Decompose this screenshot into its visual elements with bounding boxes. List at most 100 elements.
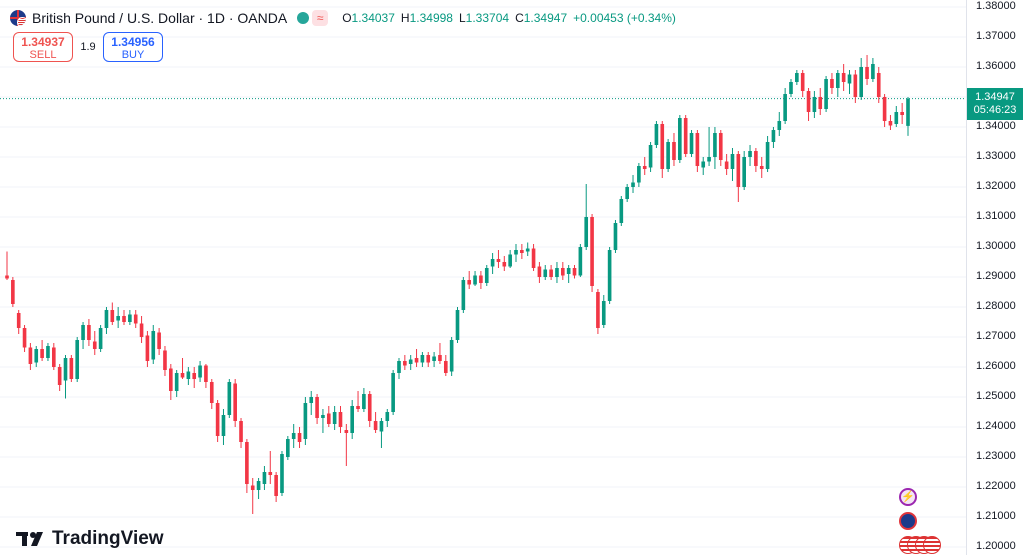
candle <box>438 343 442 364</box>
candle <box>841 64 846 91</box>
candle <box>5 251 9 280</box>
candle-body-down <box>818 97 823 109</box>
candle <box>800 70 805 97</box>
candle <box>754 148 758 172</box>
candle <box>268 451 273 484</box>
candle <box>678 115 682 163</box>
candle <box>666 139 670 172</box>
candle-body-up <box>34 349 39 363</box>
candle-body-up <box>63 358 68 381</box>
candle <box>104 307 109 334</box>
candle <box>280 451 284 496</box>
candle <box>707 127 711 166</box>
candle <box>830 73 834 94</box>
candle-body-up <box>309 397 314 403</box>
candle-body-down <box>443 361 448 373</box>
candle <box>397 358 401 379</box>
candle-body-up <box>742 157 746 187</box>
candle-body-down <box>806 91 811 112</box>
candle-body-down <box>736 154 741 187</box>
price-axis-label: 1.32000 <box>976 180 1016 192</box>
gbpusd-flag-icon <box>10 10 26 26</box>
candle <box>625 184 629 202</box>
candle-body-down <box>157 332 161 349</box>
market-status-pill[interactable]: ≈ <box>297 10 329 26</box>
candle <box>426 352 431 367</box>
candle-body-up <box>847 74 852 84</box>
candle-body-down <box>537 266 542 277</box>
candle-body-down <box>830 79 834 88</box>
candle-body-up <box>777 121 782 130</box>
candle-body-down <box>426 355 431 363</box>
us-event-icon[interactable] <box>923 536 941 554</box>
price-axis-label: 1.37000 <box>976 30 1016 42</box>
candle-body-down <box>865 67 869 79</box>
close-value: 1.34947 <box>523 11 568 25</box>
candle <box>853 70 858 103</box>
uk-event-icon[interactable] <box>899 512 917 530</box>
candle-body-up <box>455 310 460 340</box>
candle <box>484 265 489 286</box>
candle-body-up <box>420 355 425 363</box>
candle-body-down <box>250 485 255 490</box>
candle <box>326 406 331 427</box>
candle-body-down <box>274 475 278 496</box>
candle-body-down <box>759 166 764 169</box>
candle-body-down <box>133 314 138 324</box>
lightning-event-icon[interactable]: ⚡ <box>899 488 917 506</box>
open-value: 1.34037 <box>351 11 395 25</box>
candle-body-down <box>11 280 15 304</box>
candle <box>443 355 448 376</box>
candle <box>549 265 553 280</box>
candle <box>344 424 349 466</box>
trade-panel: 1.34937 SELL 1.9 1.34956 BUY <box>13 32 163 62</box>
candle-body-up <box>81 325 85 340</box>
candle-body-up <box>748 151 752 157</box>
candle-body-down <box>479 275 483 283</box>
candle-body-up <box>350 406 355 433</box>
ohlc-values: O1.34037 H1.34998 L1.33704 C1.34947 +0.0… <box>342 11 676 25</box>
candle-body-up <box>795 73 799 82</box>
candle <box>525 242 530 256</box>
candle <box>531 244 536 271</box>
candle-body-up <box>601 301 606 325</box>
candle <box>192 367 197 388</box>
candle-body-down <box>239 421 243 442</box>
candle <box>297 427 302 448</box>
price-axis-label: 1.30000 <box>976 240 1016 252</box>
candle-body-up <box>174 373 179 391</box>
candle <box>362 388 366 412</box>
candle <box>321 409 325 433</box>
candle-body-up <box>607 250 612 301</box>
tradingview-logo-icon <box>16 530 46 548</box>
candle <box>701 157 706 175</box>
sell-button[interactable]: 1.34937 SELL <box>13 32 73 62</box>
candle-body-down <box>876 73 881 97</box>
candle-body-up <box>385 412 390 421</box>
candle <box>227 379 232 418</box>
candle-body-up <box>783 94 787 121</box>
candle-body-up <box>291 433 296 439</box>
candle-body-up <box>221 415 226 436</box>
candle-body-down <box>110 310 115 322</box>
candle-body-down <box>549 269 553 277</box>
candle-body-down <box>438 355 442 361</box>
candle-body-up <box>280 454 284 493</box>
candle <box>69 355 74 382</box>
candle-body-up <box>461 280 466 310</box>
candle <box>631 175 635 193</box>
buy-button[interactable]: 1.34956 BUY <box>103 32 163 62</box>
candle <box>601 295 606 328</box>
candle-body-down <box>414 358 419 363</box>
candle <box>520 244 524 259</box>
candle <box>63 355 68 399</box>
candle <box>689 130 694 157</box>
candle <box>619 196 624 226</box>
candle-body-up <box>555 268 559 277</box>
candle <box>449 337 454 376</box>
symbol-title[interactable]: British Pound / U.S. Dollar · 1D · OANDA <box>32 10 288 26</box>
candle <box>514 244 518 262</box>
candle-body-up <box>765 142 770 169</box>
tradingview-logo[interactable]: TradingView <box>16 528 164 550</box>
